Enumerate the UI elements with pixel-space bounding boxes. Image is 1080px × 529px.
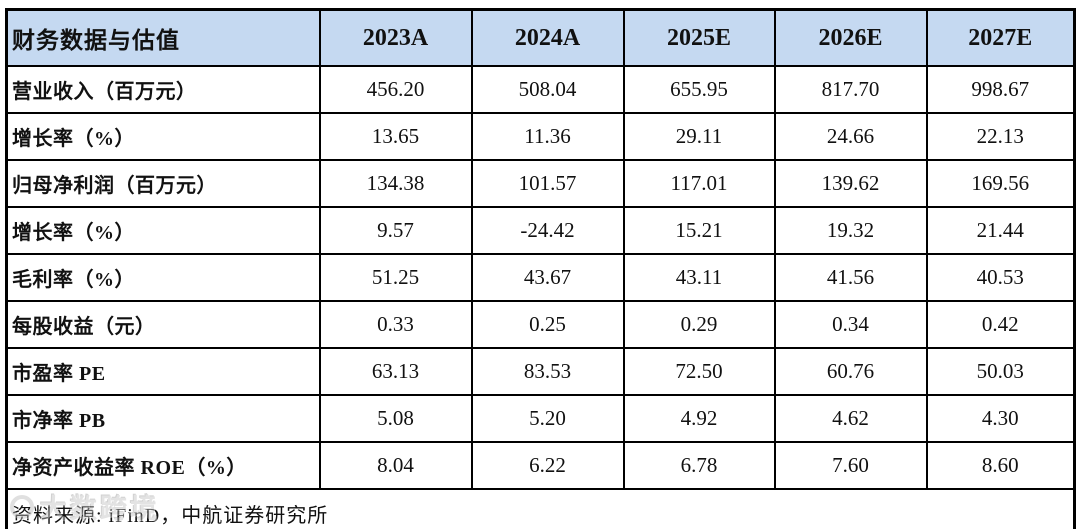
- value-cell: 169.56: [925, 159, 1076, 208]
- value-cell: 63.13: [318, 347, 473, 396]
- value-cell: 0.29: [622, 300, 776, 349]
- value-cell: 72.50: [622, 347, 776, 396]
- value-cell: 134.38: [318, 159, 473, 208]
- financial-table: 财务数据与估值 2023A 2024A 2025E 2026E 2027E 营业…: [5, 8, 1076, 529]
- value-cell: 655.95: [622, 65, 776, 114]
- table-row-profit-growth: 增长率（%） 9.57 -24.42 15.21 19.32 21.44: [5, 206, 1076, 255]
- value-cell: 5.08: [318, 394, 473, 443]
- value-cell: 83.53: [470, 347, 625, 396]
- value-cell: 5.20: [470, 394, 625, 443]
- row-label: 净资产收益率 ROE（%）: [5, 441, 321, 490]
- value-cell: 60.76: [773, 347, 928, 396]
- row-label: 每股收益（元）: [5, 300, 321, 349]
- value-cell: 8.60: [925, 441, 1076, 490]
- column-header-2025e: 2025E: [622, 8, 776, 67]
- value-cell: -24.42: [470, 206, 625, 255]
- value-cell: 22.13: [925, 112, 1076, 161]
- value-cell: 998.67: [925, 65, 1076, 114]
- table-row-revenue-growth: 增长率（%） 13.65 11.36 29.11 24.66 22.13: [5, 112, 1076, 161]
- column-header-2027e: 2027E: [925, 8, 1076, 67]
- row-label: 毛利率（%）: [5, 253, 321, 302]
- table-row-gross-margin: 毛利率（%） 51.25 43.67 43.11 41.56 40.53: [5, 253, 1076, 302]
- value-cell: 117.01: [622, 159, 776, 208]
- table-row-eps: 每股收益（元） 0.33 0.25 0.29 0.34 0.42: [5, 300, 1076, 349]
- source-note: 资料来源: iFinD，中航证券研究所: [5, 488, 1076, 529]
- value-cell: 50.03: [925, 347, 1076, 396]
- value-cell: 43.67: [470, 253, 625, 302]
- row-label: 增长率（%）: [5, 112, 321, 161]
- value-cell: 7.60: [773, 441, 928, 490]
- table-title: 财务数据与估值: [5, 8, 321, 67]
- value-cell: 9.57: [318, 206, 473, 255]
- column-header-2026e: 2026E: [773, 8, 928, 67]
- row-label: 增长率（%）: [5, 206, 321, 255]
- value-cell: 11.36: [470, 112, 625, 161]
- column-header-2024a: 2024A: [470, 8, 625, 67]
- value-cell: 4.62: [773, 394, 928, 443]
- value-cell: 101.57: [470, 159, 625, 208]
- value-cell: 508.04: [470, 65, 625, 114]
- row-label: 营业收入（百万元）: [5, 65, 321, 114]
- value-cell: 43.11: [622, 253, 776, 302]
- value-cell: 24.66: [773, 112, 928, 161]
- column-header-2023a: 2023A: [318, 8, 473, 67]
- value-cell: 29.11: [622, 112, 776, 161]
- value-cell: 6.22: [470, 441, 625, 490]
- value-cell: 41.56: [773, 253, 928, 302]
- value-cell: 51.25: [318, 253, 473, 302]
- value-cell: 0.42: [925, 300, 1076, 349]
- value-cell: 6.78: [622, 441, 776, 490]
- value-cell: 0.33: [318, 300, 473, 349]
- value-cell: 40.53: [925, 253, 1076, 302]
- row-label: 市净率 PB: [5, 394, 321, 443]
- value-cell: 0.25: [470, 300, 625, 349]
- table-row-revenue: 营业收入（百万元） 456.20 508.04 655.95 817.70 99…: [5, 65, 1076, 114]
- row-label: 市盈率 PE: [5, 347, 321, 396]
- value-cell: 15.21: [622, 206, 776, 255]
- value-cell: 0.34: [773, 300, 928, 349]
- header-row: 财务数据与估值 2023A 2024A 2025E 2026E 2027E: [5, 8, 1076, 67]
- value-cell: 817.70: [773, 65, 928, 114]
- value-cell: 139.62: [773, 159, 928, 208]
- table-row-roe: 净资产收益率 ROE（%） 8.04 6.22 6.78 7.60 8.60: [5, 441, 1076, 490]
- value-cell: 456.20: [318, 65, 473, 114]
- table-row-pb: 市净率 PB 5.08 5.20 4.92 4.62 4.30: [5, 394, 1076, 443]
- value-cell: 21.44: [925, 206, 1076, 255]
- row-label: 归母净利润（百万元）: [5, 159, 321, 208]
- value-cell: 13.65: [318, 112, 473, 161]
- source-row: 资料来源: iFinD，中航证券研究所: [5, 488, 1076, 529]
- value-cell: 19.32: [773, 206, 928, 255]
- table-row-pe: 市盈率 PE 63.13 83.53 72.50 60.76 50.03: [5, 347, 1076, 396]
- value-cell: 8.04: [318, 441, 473, 490]
- value-cell: 4.92: [622, 394, 776, 443]
- table-row-net-profit: 归母净利润（百万元） 134.38 101.57 117.01 139.62 1…: [5, 159, 1076, 208]
- value-cell: 4.30: [925, 394, 1076, 443]
